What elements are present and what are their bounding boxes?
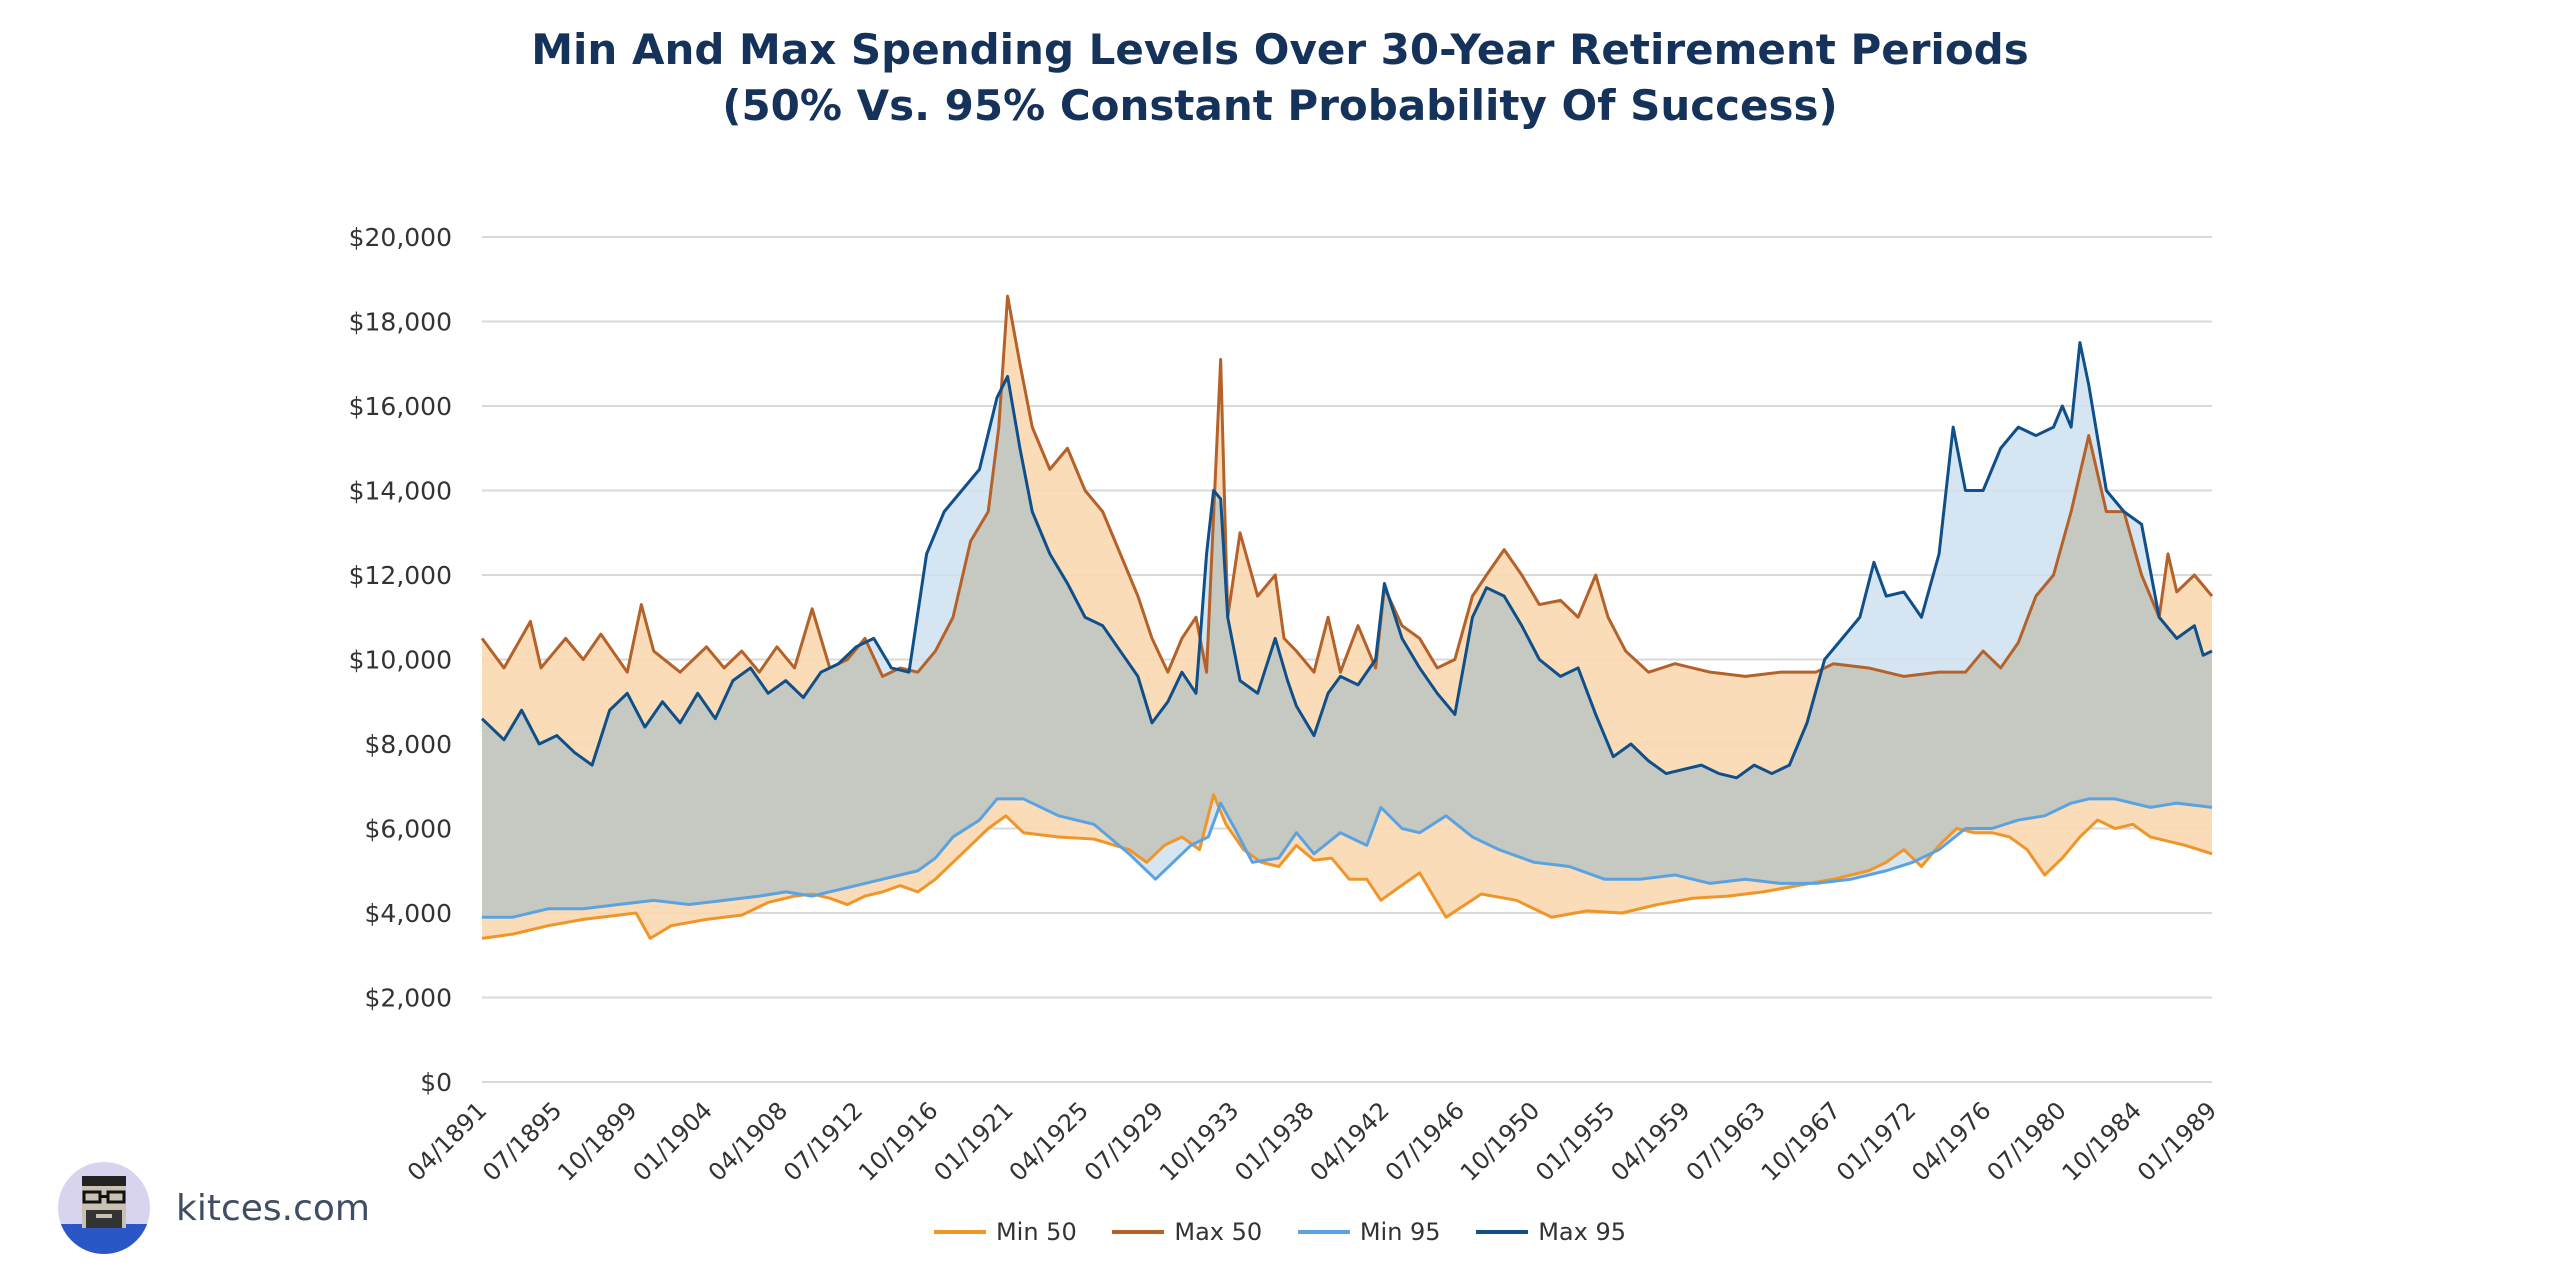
legend-label-min-50: Min 50: [995, 1218, 1077, 1246]
x-tick-label: 04/1908: [703, 1096, 793, 1186]
legend-item-min-95: Min 95: [1297, 1218, 1441, 1246]
y-tick-label: $2,000: [365, 984, 452, 1013]
overlap-fill: [482, 379, 2212, 918]
y-tick-label: $20,000: [349, 223, 452, 252]
title-line-2: (50% Vs. 95% Constant Probability Of Suc…: [722, 81, 1838, 130]
x-tick-label: 01/1921: [928, 1096, 1018, 1186]
y-tick-label: $14,000: [349, 477, 452, 506]
x-tick-label: 04/1925: [1004, 1096, 1094, 1186]
legend-item-max-95: Max 95: [1476, 1218, 1626, 1246]
x-tick-label: 07/1895: [477, 1096, 567, 1186]
legend-swatch-min-50: [933, 1230, 986, 1234]
series-line-min-95: [482, 797, 2213, 919]
brand-name: kitces.com: [176, 1187, 370, 1229]
x-tick-label: 10/1950: [1455, 1096, 1545, 1186]
x-tick-label: 10/1967: [1756, 1096, 1846, 1186]
x-tick-label: 10/1899: [552, 1096, 642, 1186]
x-tick-label: 07/1963: [1681, 1096, 1771, 1186]
x-tick-label: 04/1959: [1605, 1096, 1695, 1186]
y-axis: $0 $2,000 $4,000 $6,000 $8,000 $10,000 $12,000…: [349, 223, 452, 1097]
x-tick-label: 10/1916: [853, 1096, 943, 1186]
series-lines: [480, 294, 2214, 940]
x-axis: 04/189107/189510/189901/190404/190807/19…: [402, 1096, 2222, 1186]
x-tick-label: 01/1989: [2132, 1096, 2222, 1186]
avatar-icon: [58, 1162, 150, 1254]
x-tick-label: 04/1976: [1906, 1096, 1996, 1186]
series-line-min-50: [481, 793, 2213, 940]
legend-item-max-50: Max 50: [1112, 1218, 1262, 1246]
legend-label-max-50: Max 50: [1174, 1218, 1263, 1246]
legend-item-min-50: Min 50: [933, 1218, 1077, 1246]
legend-swatch-min-95: [1297, 1230, 1350, 1234]
x-tick-label: 01/1938: [1229, 1096, 1319, 1186]
x-tick-label: 07/1929: [1079, 1096, 1169, 1186]
legend-swatch-max-95: [1476, 1230, 1529, 1234]
y-tick-label: $10,000: [349, 646, 452, 675]
legend-swatch-max-50: [1112, 1230, 1165, 1234]
x-tick-label: 07/1946: [1380, 1096, 1470, 1186]
legend-label-min-95: Min 95: [1359, 1218, 1441, 1246]
x-tick-label: 10/1984: [2057, 1096, 2147, 1186]
y-tick-label: $8,000: [365, 730, 452, 759]
x-tick-label: 01/1955: [1530, 1096, 1620, 1186]
y-tick-label: $6,000: [365, 815, 452, 844]
brand-logo: kitces.com: [58, 1162, 370, 1254]
series-line-max-95: [480, 341, 2213, 780]
legend-label-max-95: Max 95: [1538, 1218, 1627, 1246]
y-tick-label: $0: [420, 1068, 452, 1097]
x-tick-label: 04/1942: [1305, 1096, 1395, 1186]
x-tick-label: 10/1933: [1154, 1096, 1244, 1186]
legend: Min 50 Max 50 Min 95 Max 95: [0, 1212, 2560, 1246]
x-tick-label: 07/1912: [778, 1096, 868, 1186]
y-tick-label: $12,000: [349, 561, 452, 590]
x-tick-label: 04/1891: [402, 1096, 492, 1186]
series-line-max-50: [480, 294, 2214, 678]
y-tick-label: $4,000: [365, 899, 452, 928]
x-tick-label: 01/1972: [1831, 1096, 1921, 1186]
x-tick-label: 07/1980: [1982, 1096, 2072, 1186]
title-line-1: Min And Max Spending Levels Over 30-Year…: [531, 25, 2029, 74]
y-tick-label: $16,000: [349, 392, 452, 421]
chart-title: Min And Max Spending Levels Over 30-Year…: [0, 22, 2560, 134]
y-tick-label: $18,000: [349, 308, 452, 337]
x-tick-label: 01/1904: [628, 1096, 718, 1186]
series-fills: [482, 310, 2212, 939]
